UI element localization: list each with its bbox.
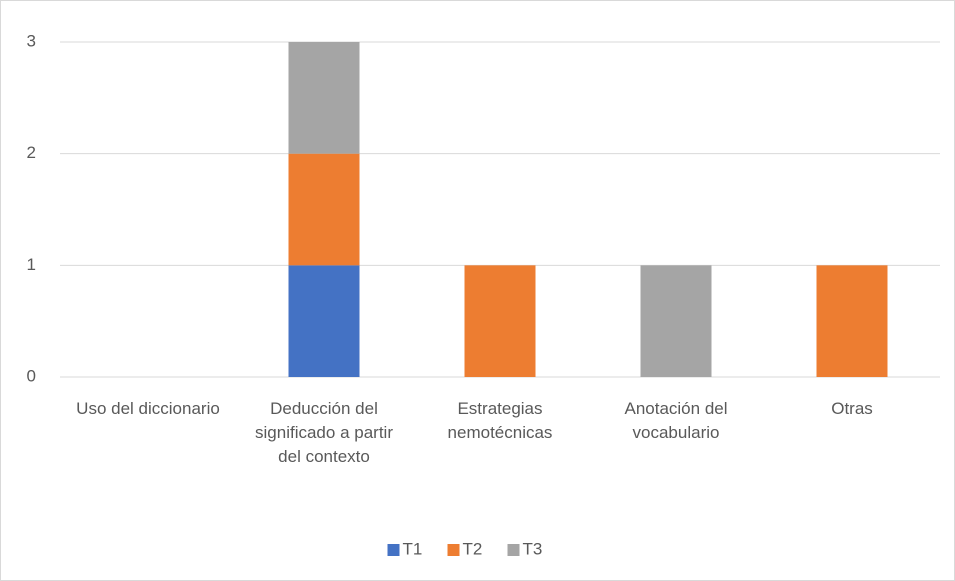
bar-segment (464, 265, 536, 377)
legend-label: T1 (403, 539, 423, 558)
y-tick-label: 1 (27, 255, 36, 274)
x-tick-label: Otras (831, 399, 873, 418)
x-tick-label: Deducción del significado a partir del c… (255, 399, 393, 466)
bar-segment (288, 265, 360, 377)
legend-label: T2 (463, 539, 483, 558)
bar-segment (816, 265, 888, 377)
legend-label: T3 (523, 539, 543, 558)
x-tick-label: Estrategias nemotécnicas (447, 399, 553, 442)
legend-swatch (387, 544, 400, 556)
legend-swatch (447, 544, 460, 556)
bar-segment (288, 153, 360, 266)
legend-swatch (507, 544, 520, 556)
y-tick-label: 2 (27, 143, 36, 162)
bar-segment (640, 265, 712, 377)
y-tick-label: 3 (27, 31, 36, 50)
x-tick-label: Anotación del vocabulario (624, 399, 728, 442)
bar-segment (288, 42, 360, 154)
x-tick-label: Uso del diccionario (76, 399, 220, 418)
y-tick-label: 0 (27, 366, 36, 385)
